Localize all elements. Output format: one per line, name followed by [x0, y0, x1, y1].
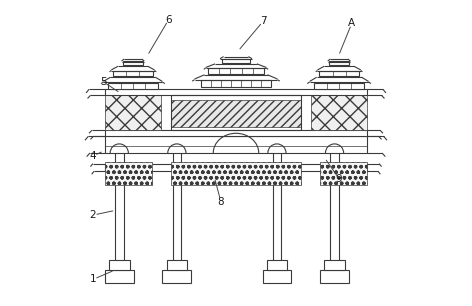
Bar: [108, 83, 158, 89]
Bar: [109, 260, 130, 270]
Bar: [262, 270, 291, 283]
Bar: [105, 162, 152, 185]
Bar: [314, 83, 364, 89]
Text: 9: 9: [336, 174, 342, 184]
Bar: [222, 59, 250, 63]
Bar: [329, 62, 349, 65]
Text: 4: 4: [90, 151, 96, 161]
Bar: [113, 70, 152, 76]
Text: 5: 5: [100, 77, 107, 87]
Bar: [311, 95, 367, 130]
Bar: [105, 95, 161, 130]
Bar: [105, 270, 134, 283]
Bar: [273, 136, 281, 270]
Bar: [162, 270, 191, 283]
Bar: [320, 70, 359, 76]
Bar: [171, 162, 301, 185]
Bar: [267, 260, 287, 270]
Bar: [171, 100, 301, 127]
Bar: [105, 130, 367, 136]
Text: 2: 2: [90, 210, 96, 220]
Bar: [209, 68, 263, 73]
Bar: [105, 89, 367, 95]
Bar: [105, 164, 367, 171]
Bar: [320, 162, 367, 185]
Text: 7: 7: [260, 16, 267, 26]
Bar: [115, 136, 124, 270]
Text: 6: 6: [165, 15, 172, 24]
Bar: [202, 80, 270, 87]
Bar: [330, 136, 339, 270]
Text: 8: 8: [218, 196, 224, 207]
Text: A: A: [348, 18, 355, 28]
Bar: [324, 260, 345, 270]
Bar: [105, 136, 367, 153]
Bar: [167, 260, 187, 270]
Text: 1: 1: [90, 274, 96, 285]
Bar: [171, 95, 301, 130]
Bar: [173, 136, 181, 270]
Bar: [123, 62, 143, 65]
Bar: [320, 270, 349, 283]
